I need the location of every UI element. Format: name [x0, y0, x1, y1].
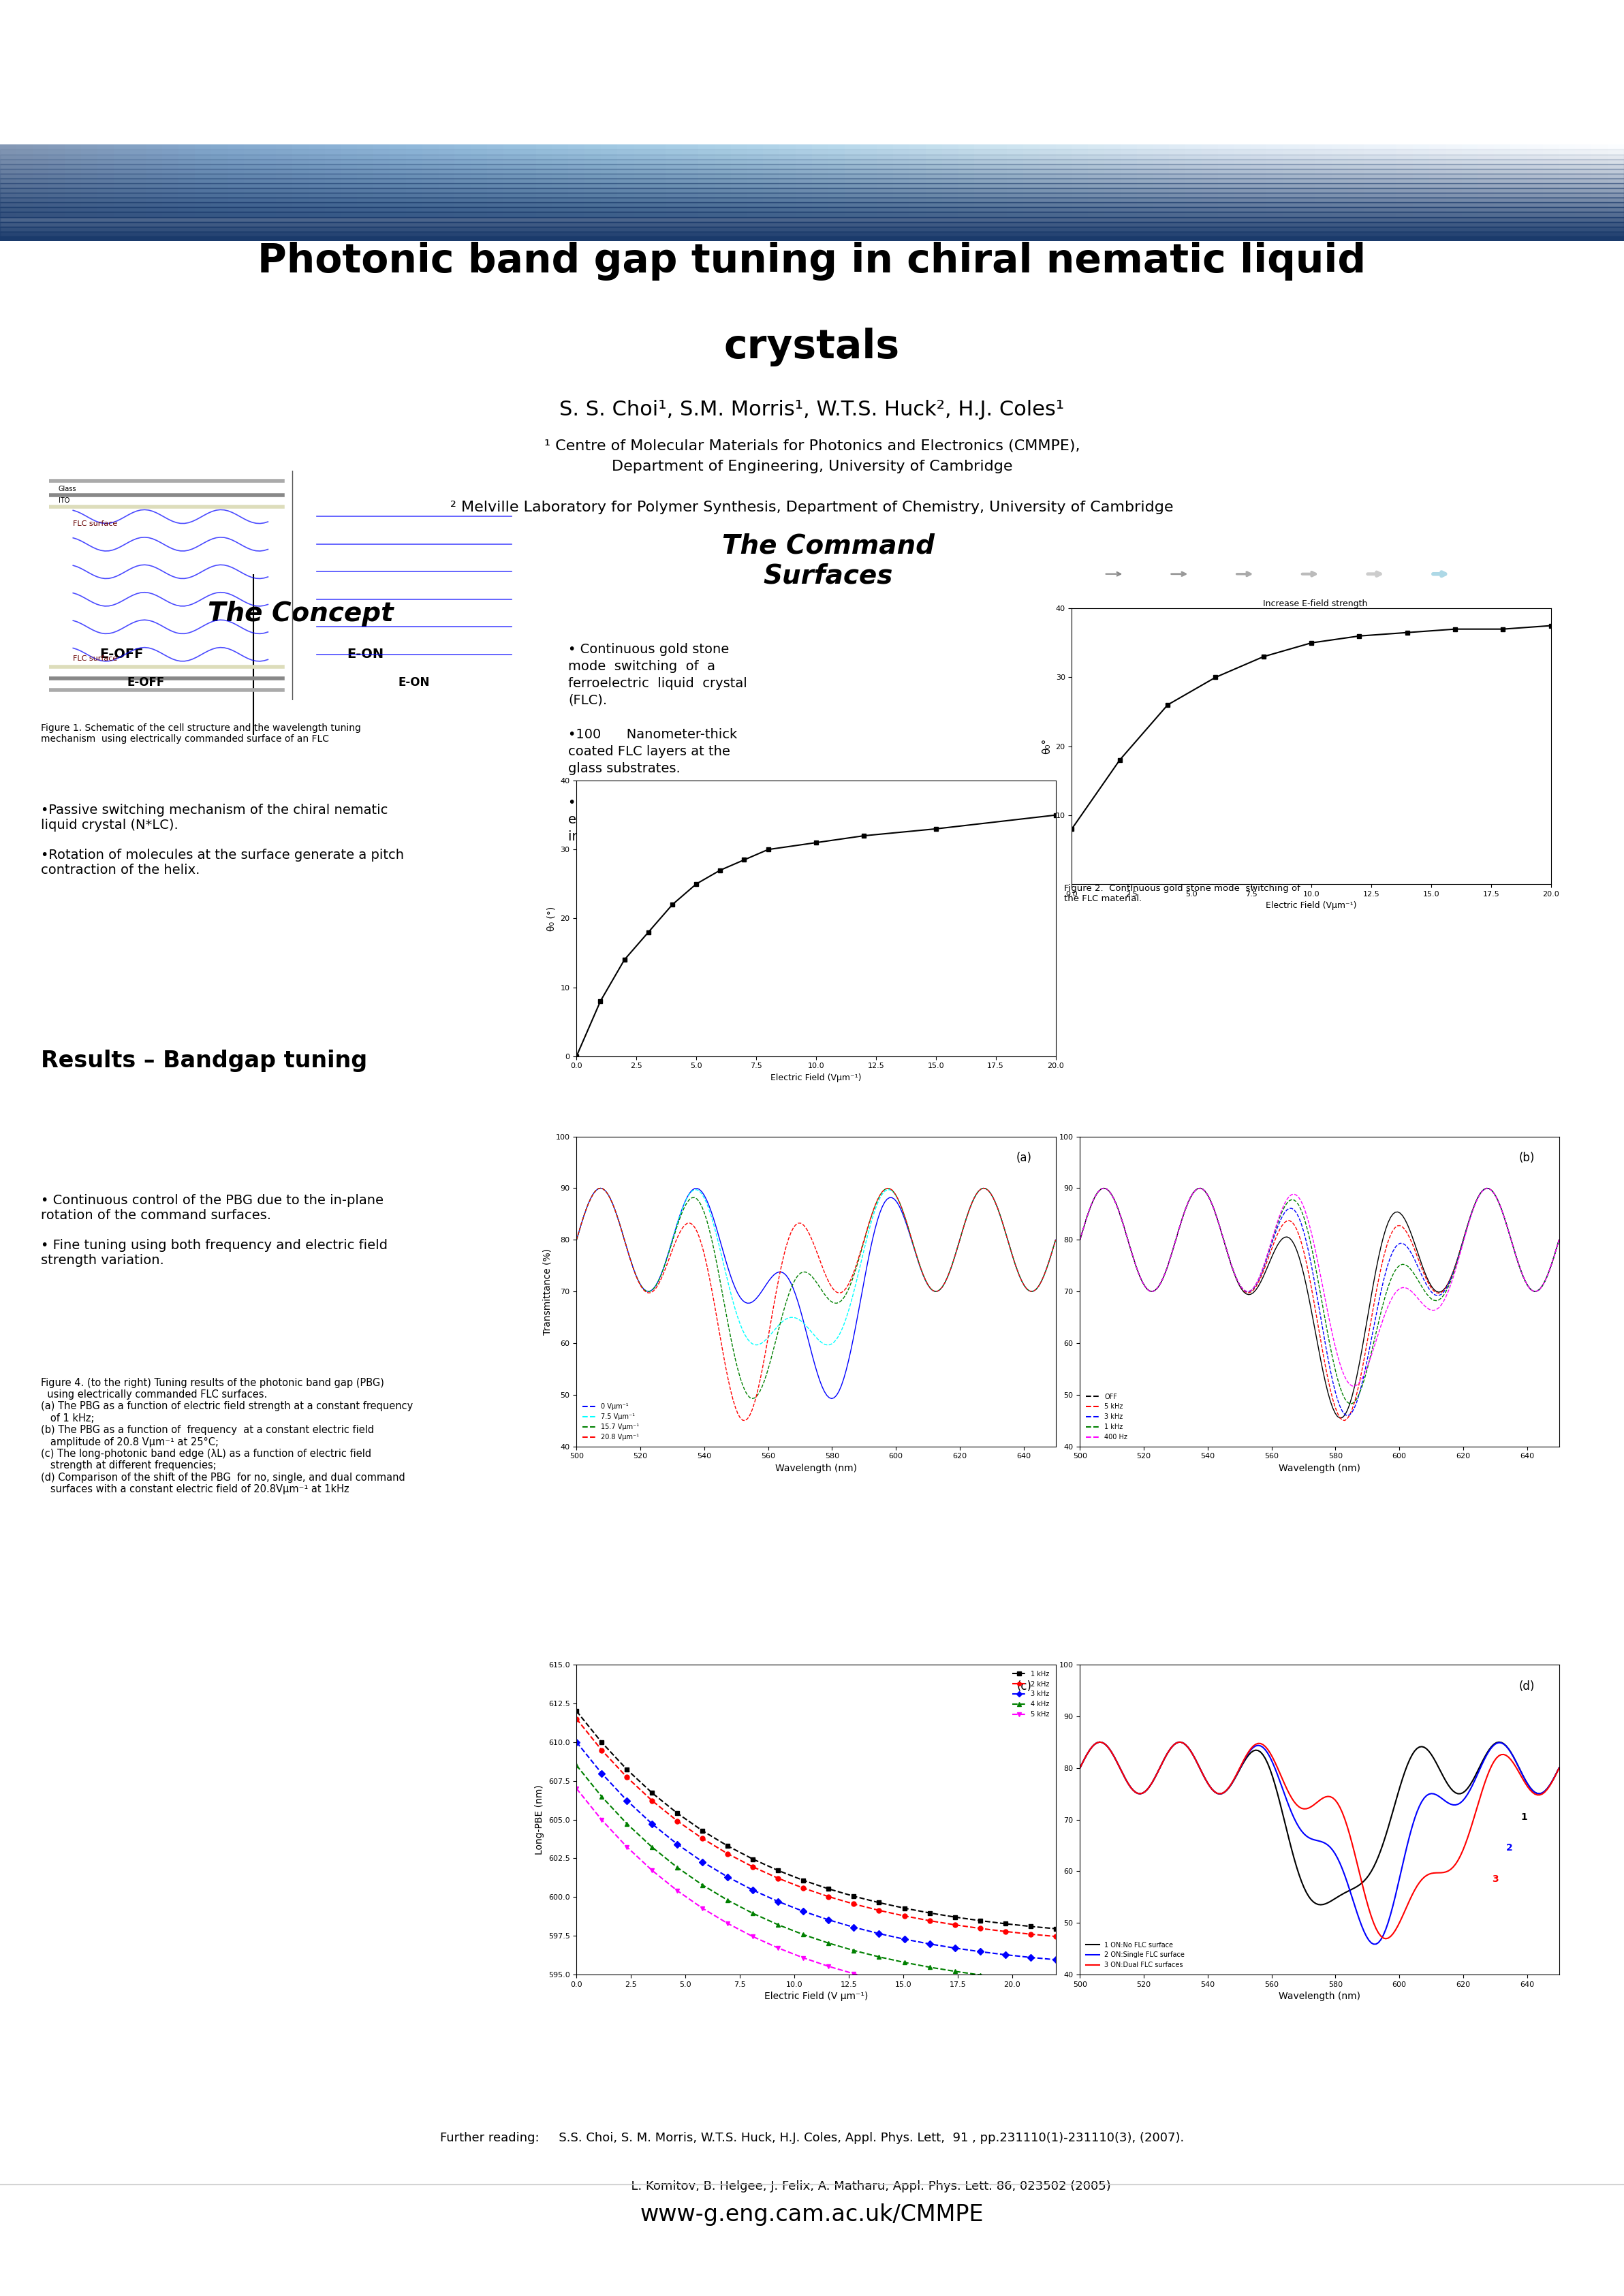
Text: UNIVERSITY OF: UNIVERSITY OF: [1218, 23, 1332, 34]
Bar: [0, 163, 1624, 168]
Text: cm²pe: cm²pe: [1523, 2262, 1575, 2273]
Text: (a): (a): [1017, 1153, 1031, 1164]
X-axis label: Wavelength (nm): Wavelength (nm): [775, 1463, 857, 1474]
Text: (c): (c): [1017, 1681, 1031, 1692]
Text: Figure 1. Schematic of the cell structure and the wavelength tuning
mechanism  u: Figure 1. Schematic of the cell structur…: [41, 723, 361, 744]
Bar: [0, 174, 1624, 179]
Bar: [0, 149, 1624, 154]
Text: 1: 1: [1520, 1812, 1527, 1821]
Text: • Continuous control of the PBG due to the in-plane
rotation of the command surf: • Continuous control of the PBG due to t…: [41, 1194, 388, 1267]
Y-axis label: θ₀ (°): θ₀ (°): [547, 907, 557, 930]
Y-axis label: Transmittance (%): Transmittance (%): [542, 1249, 552, 1334]
Text: Centre of molecular materials for photonics and electronics: Centre of molecular materials for photon…: [671, 2262, 953, 2273]
Text: Photonic band gap tuning in chiral nematic liquid: Photonic band gap tuning in chiral nemat…: [258, 241, 1366, 280]
Bar: [0, 232, 1624, 236]
Text: Department of Engineering: Department of Engineering: [1218, 117, 1361, 126]
X-axis label: Wavelength (nm): Wavelength (nm): [1278, 1463, 1361, 1474]
Text: cm²pe: cm²pe: [8, 41, 125, 76]
X-axis label: Wavelength (nm): Wavelength (nm): [1278, 1991, 1361, 2002]
X-axis label: Electric Field (V μm⁻¹): Electric Field (V μm⁻¹): [765, 1991, 867, 2002]
Text: crystals: crystals: [724, 328, 900, 367]
Text: Figure 3.  Average switching angle as a function of electric field strength.: Figure 3. Average switching angle as a f…: [638, 1022, 986, 1031]
Text: Figure 4. (to the right) Tuning results of the photonic band gap (PBG)
  using e: Figure 4. (to the right) Tuning results …: [41, 1378, 412, 1495]
Text: E-ON: E-ON: [398, 677, 430, 689]
Bar: [0, 188, 1624, 193]
Text: Centre of molecular materials for photonics and electronics: Centre of molecular materials for photon…: [8, 133, 261, 142]
Text: (b): (b): [1518, 1153, 1535, 1164]
Text: Increase E-field strength: Increase E-field strength: [1263, 599, 1367, 608]
X-axis label: Electric Field (Vμm⁻¹): Electric Field (Vμm⁻¹): [771, 1072, 861, 1081]
Text: S. S. Choi¹, S.M. Morris¹, W.T.S. Huck², H.J. Coles¹: S. S. Choi¹, S.M. Morris¹, W.T.S. Huck²,…: [560, 400, 1064, 420]
Text: FLC surface: FLC surface: [73, 521, 117, 526]
Bar: [0, 236, 1624, 241]
Text: FLC surface: FLC surface: [73, 657, 117, 661]
Text: The Concept: The Concept: [208, 602, 393, 627]
Text: L. Komitov, B. Helgee, J. Felix, A. Matharu, Appl. Phys. Lett. 86, 023502 (2005): L. Komitov, B. Helgee, J. Felix, A. Math…: [513, 2181, 1111, 2193]
Y-axis label: Long-PBE (nm): Long-PBE (nm): [534, 1784, 544, 1855]
Text: Figure 2.  Continuous gold stone mode  switching of
the FLC material.: Figure 2. Continuous gold stone mode swi…: [1064, 884, 1301, 902]
Text: ¹ Centre of Molecular Materials for Photonics and Electronics (CMMPE),: ¹ Centre of Molecular Materials for Phot…: [544, 439, 1080, 452]
Bar: [0, 216, 1624, 223]
Text: www-g.eng.cam.ac.uk/CMMPE: www-g.eng.cam.ac.uk/CMMPE: [640, 2204, 984, 2225]
Legend: OFF, 5 kHz, 3 kHz, 1 kHz, 400 Hz: OFF, 5 kHz, 3 kHz, 1 kHz, 400 Hz: [1083, 1391, 1130, 1444]
Text: (d): (d): [1518, 1681, 1535, 1692]
Text: ² Melville Laboratory for Polymer Synthesis, Department of Chemistry, University: ² Melville Laboratory for Polymer Synthe…: [450, 501, 1174, 514]
Bar: [0, 179, 1624, 184]
Bar: [0, 158, 1624, 163]
Bar: [0, 227, 1624, 232]
Text: Glass: Glass: [58, 487, 76, 491]
Bar: [0, 168, 1624, 174]
Bar: [0, 154, 1624, 158]
Text: Department of Engineering, University of Cambridge: Department of Engineering, University of…: [612, 459, 1012, 473]
Text: The Command
Surfaces: The Command Surfaces: [723, 533, 934, 588]
Legend: 1 ON:No FLC surface, 2 ON:Single FLC surface, 3 ON:Dual FLC surfaces: 1 ON:No FLC surface, 2 ON:Single FLC sur…: [1083, 1938, 1187, 1972]
Text: ITO: ITO: [58, 498, 70, 503]
Legend: 0 Vμm⁻¹, 7.5 Vμm⁻¹, 15.7 Vμm⁻¹, 20.8 Vμm⁻¹: 0 Vμm⁻¹, 7.5 Vμm⁻¹, 15.7 Vμm⁻¹, 20.8 Vμm…: [580, 1401, 641, 1444]
Text: Further reading:     S.S. Choi, S. M. Morris, W.T.S. Huck, H.J. Coles, Appl. Phy: Further reading: S.S. Choi, S. M. Morris…: [440, 2131, 1184, 2144]
Text: E-OFF: E-OFF: [127, 677, 166, 689]
Text: Results – Bandgap tuning: Results – Bandgap tuning: [41, 1049, 367, 1072]
Y-axis label: θ₀°: θ₀°: [1041, 739, 1052, 753]
Bar: [0, 223, 1624, 227]
Text: •Passive switching mechanism of the chiral nematic
liquid crystal (N*LC).

•Rota: •Passive switching mechanism of the chir…: [41, 804, 404, 877]
Text: E-OFF: E-OFF: [99, 647, 145, 661]
Bar: [0, 197, 1624, 202]
Text: 3: 3: [1492, 1874, 1499, 1883]
Bar: [0, 202, 1624, 207]
Bar: [0, 207, 1624, 211]
Bar: [0, 193, 1624, 197]
X-axis label: Electric Field (Vμm⁻¹): Electric Field (Vμm⁻¹): [1267, 900, 1356, 909]
Bar: [0, 211, 1624, 216]
Bar: [0, 184, 1624, 188]
Text: 2: 2: [1507, 1844, 1514, 1853]
Text: E-ON: E-ON: [348, 647, 383, 661]
Bar: [0, 145, 1624, 149]
Legend: 1 kHz, 2 kHz, 3 kHz, 4 kHz, 5 kHz: 1 kHz, 2 kHz, 3 kHz, 4 kHz, 5 kHz: [1010, 1667, 1052, 1720]
Text: • Continuous gold stone
mode  switching  of  a
ferroelectric  liquid  crystal
(F: • Continuous gold stone mode switching o…: [568, 643, 757, 843]
Text: CAMBRIDGE: CAMBRIDGE: [1218, 67, 1358, 87]
